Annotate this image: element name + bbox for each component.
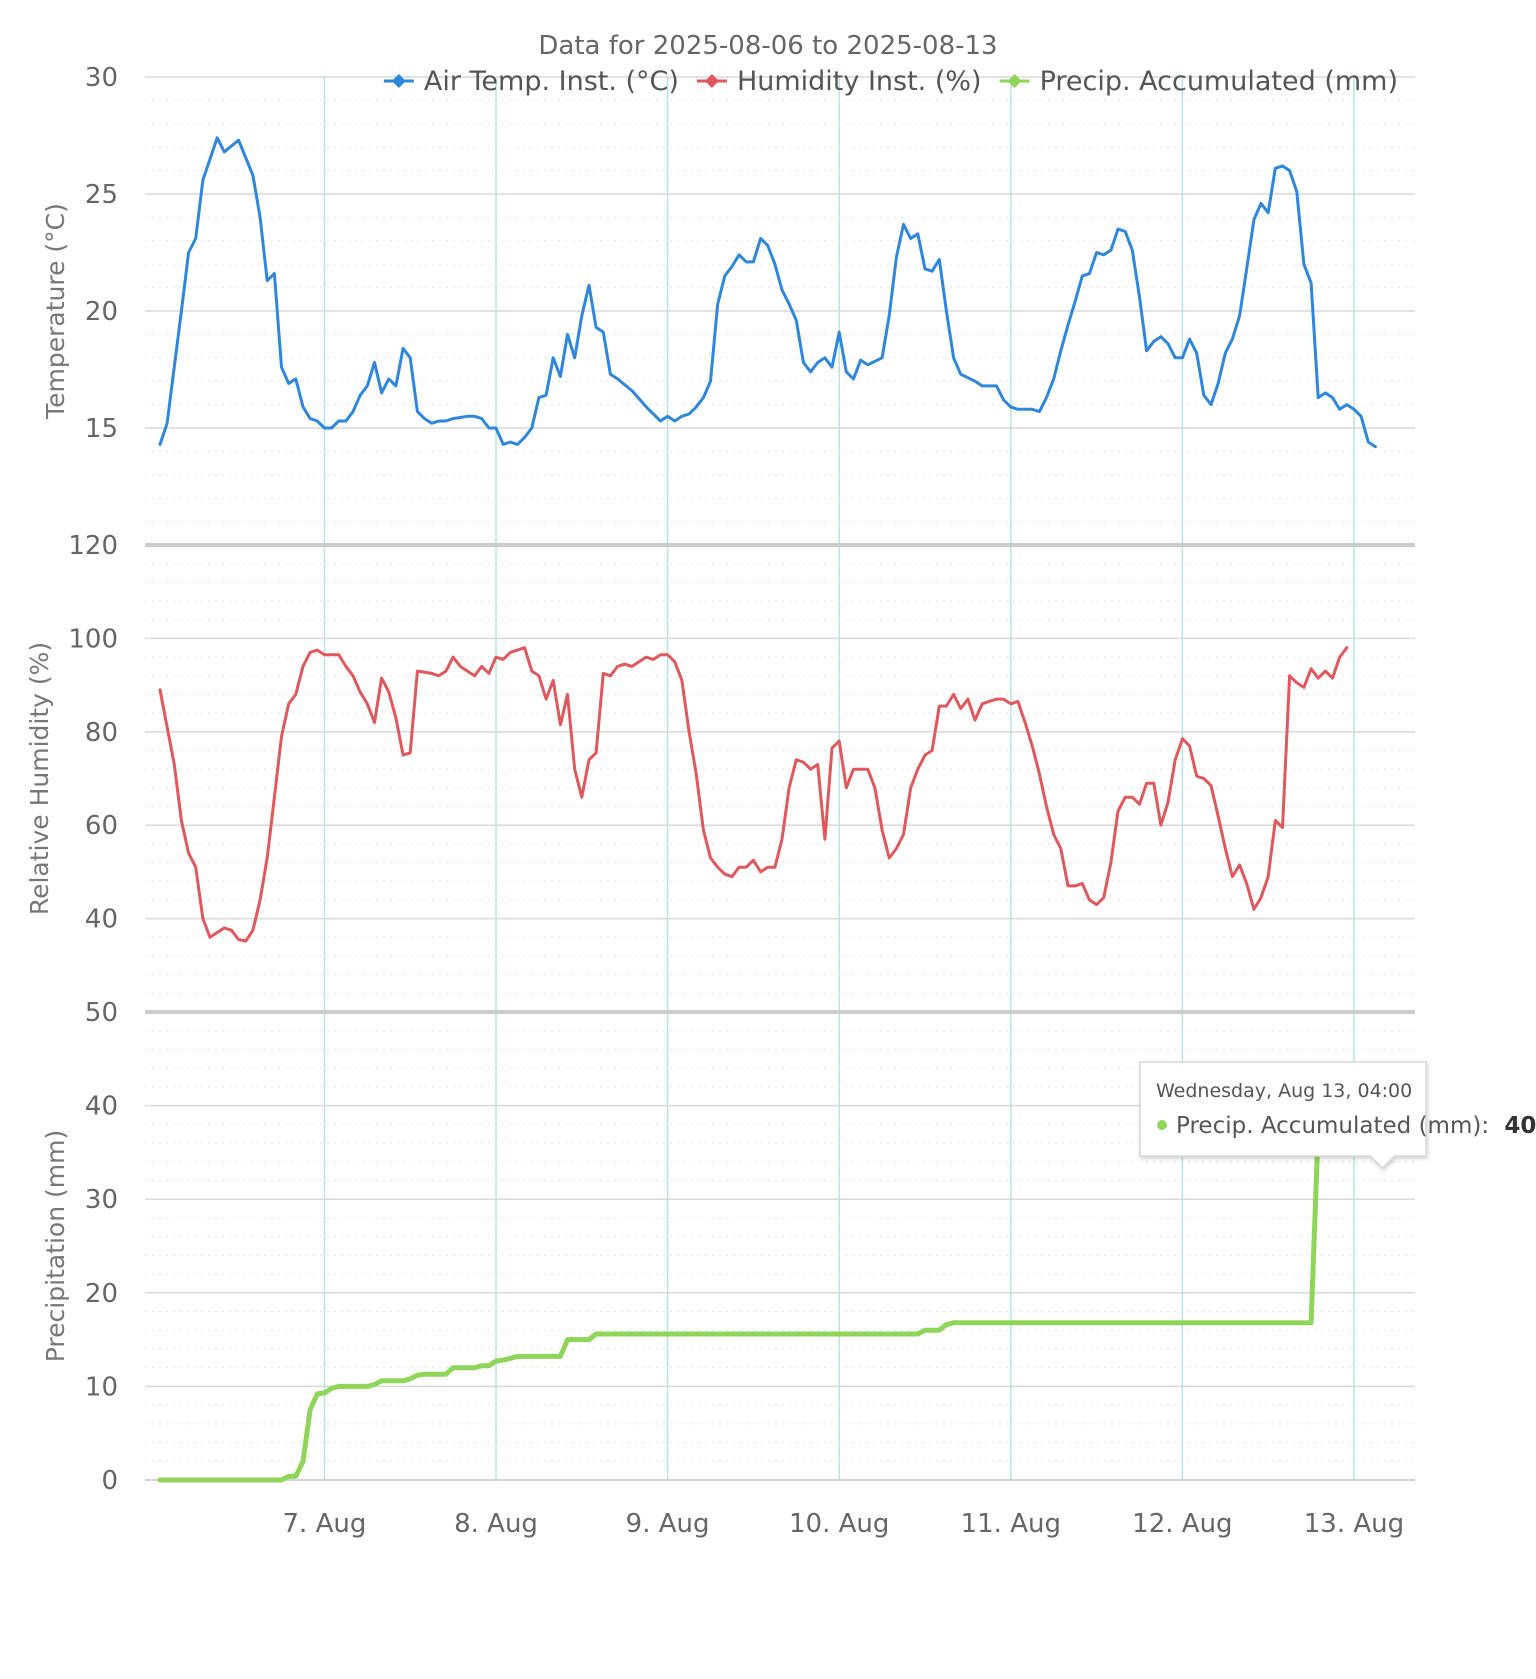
y-tick-label: 20 bbox=[85, 1279, 118, 1309]
x-tick-label: 12. Aug bbox=[1132, 1509, 1232, 1539]
y-tick-label: 40 bbox=[85, 1092, 118, 1122]
legend: Precip. Accumulated (mm) Humidity Inst. (… bbox=[383, 66, 1398, 97]
series-line bbox=[158, 136, 1377, 449]
y-tick-label: 10 bbox=[85, 1372, 118, 1402]
legend-item-marker bbox=[704, 74, 719, 88]
y-tick-label: 30 bbox=[85, 63, 118, 93]
y-axis-title: Temperature (°C) bbox=[41, 203, 70, 420]
y-tick-label: 50 bbox=[85, 998, 118, 1028]
y-axis-title: Precipitation (mm) bbox=[41, 1130, 70, 1362]
y-tick-label: 25 bbox=[85, 180, 118, 210]
x-tick-label: 13. Aug bbox=[1304, 1509, 1404, 1539]
x-tick-label: 10. Aug bbox=[789, 1509, 889, 1539]
series-line bbox=[158, 646, 1349, 943]
y-tick-label: 60 bbox=[85, 811, 118, 841]
series-line bbox=[157, 1102, 1386, 1483]
tooltip-value: 40.1 bbox=[1504, 1113, 1536, 1139]
series-layer bbox=[157, 136, 1399, 1483]
y-tick-label: 0 bbox=[101, 1466, 118, 1496]
chart-title: Data for 2025-08-06 to 2025-08-13 bbox=[538, 31, 997, 61]
legend-item-label: Humidity Inst. (%) bbox=[737, 66, 982, 97]
x-tick-label: 9. Aug bbox=[626, 1509, 710, 1539]
x-axis: 7. Aug 8. Aug 9. Aug 10. Aug 11. Aug 12. Aug 1… bbox=[283, 1509, 1405, 1539]
legend-item-marker bbox=[1007, 74, 1022, 88]
tooltip-box bbox=[1139, 1061, 1427, 1170]
legend-item-label: Air Temp. Inst. (°C) bbox=[424, 66, 679, 97]
legend-item-label: Precip. Accumulated (mm) bbox=[1040, 66, 1398, 97]
x-tick-label: 7. Aug bbox=[283, 1509, 367, 1539]
y-tick-label: 15 bbox=[85, 414, 118, 444]
tooltip-line: Precip. Accumulated (mm): 40.1 bbox=[1176, 1113, 1536, 1139]
x-tick-label: 11. Aug bbox=[961, 1509, 1061, 1539]
y-tick-label: 30 bbox=[85, 1185, 118, 1215]
tooltip-series-dot bbox=[1157, 1120, 1167, 1130]
y-tick-label: 120 bbox=[68, 531, 118, 561]
tooltip-label: Precip. Accumulated (mm): bbox=[1176, 1113, 1489, 1139]
y-tick-label: 100 bbox=[68, 624, 118, 654]
legend-item-marker bbox=[391, 74, 406, 88]
y-tick-label: 20 bbox=[85, 297, 118, 327]
tooltip: Wednesday, Aug 13, 04:00 Precip. Accumul… bbox=[1139, 1061, 1536, 1170]
y-tick-label: 40 bbox=[85, 905, 118, 935]
y-axis-title: Relative Humidity (%) bbox=[25, 642, 54, 915]
y-tick-label: 80 bbox=[85, 718, 118, 748]
grid-layer bbox=[145, 76, 1415, 1481]
tooltip-date: Wednesday, Aug 13, 04:00 bbox=[1156, 1080, 1412, 1102]
x-tick-label: 8. Aug bbox=[454, 1509, 538, 1539]
